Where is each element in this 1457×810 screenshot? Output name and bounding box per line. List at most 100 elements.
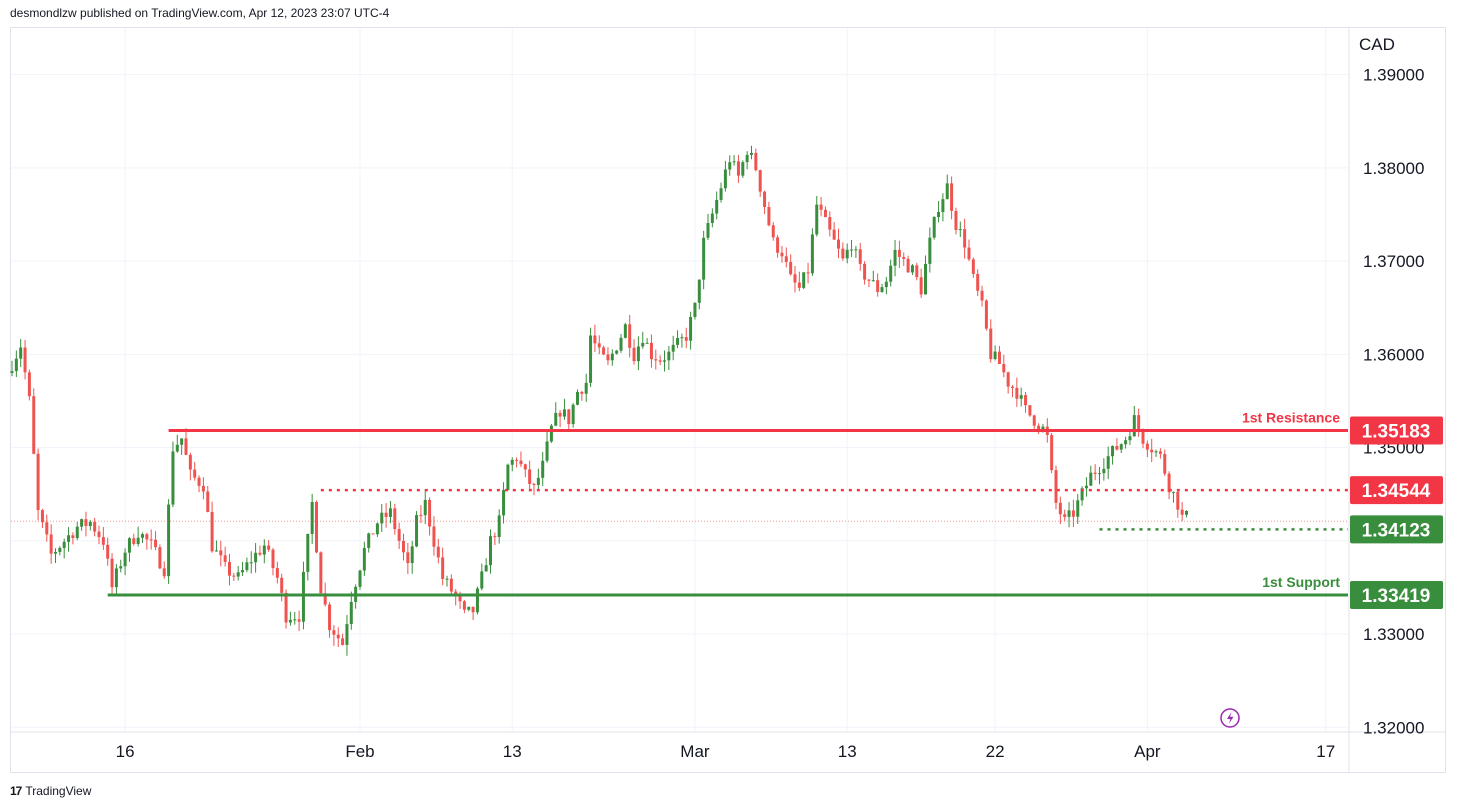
candle-body [823,209,827,218]
candle-body [328,604,332,631]
candle-body [515,459,519,461]
candle-body [924,263,927,295]
candle-body [262,545,266,555]
candle-body [219,550,223,556]
candle-body [1132,415,1136,437]
candle-body [154,539,158,548]
candle-body [214,550,218,552]
candle-body [271,549,275,569]
candle-body [367,533,371,548]
candle-body [528,469,532,484]
candle-body [993,351,997,360]
candle-body [1050,435,1054,471]
candle-body [997,351,1001,364]
candle-body [380,512,384,524]
candle-body [1071,510,1075,517]
candle-body [1058,502,1062,515]
price-axis[interactable]: CAD 1.390001.380001.370001.360001.350001… [1359,35,1424,737]
candle-body [989,328,993,360]
candle-body [384,512,388,517]
candle-body [1137,415,1141,430]
candle-body [580,391,584,394]
candle-body [245,562,249,571]
candle-body [475,588,479,613]
candle-body [371,533,375,535]
candle-body [532,483,536,485]
candle-body [841,248,845,259]
candle-body [197,477,201,486]
candle-body [254,552,258,563]
candle-body [284,592,288,623]
candle-body [410,546,414,564]
candle-body [1167,473,1171,493]
candle-body [750,152,753,155]
candle-body [419,515,423,517]
candle-body [523,464,527,470]
candle-body [388,508,392,517]
candle-body [267,545,271,550]
candle-body [667,351,671,361]
candle-body [780,252,784,257]
candle-body [628,324,632,348]
candle-body [71,535,75,539]
candle-body [819,204,823,210]
chart-frame [10,27,1446,773]
candle-body [32,396,36,454]
candle-body [201,485,205,492]
candle-body [62,541,66,548]
candle-body [67,535,71,542]
candle-body [14,358,18,372]
candle-body [945,183,949,200]
candle-body [101,537,105,545]
candle-body [906,258,910,273]
candle-body [880,287,884,292]
candle-body [910,265,914,273]
candle-body [1111,445,1115,457]
candle-body [1154,451,1158,453]
candle-body [1054,470,1058,503]
time-axis[interactable]: 16 Feb 13 Mar 13 22 Apr 17 [116,742,1336,761]
candle-body [806,272,810,274]
candle-body [167,504,171,577]
candle-body [345,624,349,645]
x-tick-label: 13 [838,742,857,761]
candle-body [871,280,875,282]
price-badge-label: 1.33419 [1362,586,1431,607]
x-tick-label: Mar [680,742,710,761]
publisher-line: desmondlzw published on TradingView.com,… [10,6,390,20]
candle-body [549,425,553,442]
candle-body [232,575,236,577]
candle-body [676,337,680,345]
candle-body [1019,395,1023,399]
candle-body [736,161,740,176]
candle-body [280,577,284,593]
candle-body [619,337,623,351]
candle-body [810,234,814,274]
y-tick-label: 1.37000 [1363,252,1424,271]
candle-body [301,571,305,622]
candle-body [519,460,523,465]
price-badge-label: 1.34123 [1362,520,1431,541]
candle-body [963,229,967,248]
candle-body [1093,472,1097,474]
candle-body [789,261,793,275]
candle-body [228,561,231,576]
candle-body [106,544,110,559]
candle-body [402,540,405,553]
candle-body [710,213,714,224]
candle-body [275,568,279,578]
candle-body [162,568,166,577]
candle-body [467,606,471,610]
candle-body [584,382,588,394]
candle-body [950,183,954,211]
candle-body [1037,425,1041,430]
candle-body [362,547,366,571]
price-badge [1350,476,1443,505]
candle-body [893,249,897,266]
candle-body [928,237,932,264]
candle-body [745,154,749,163]
candle-body [397,529,401,541]
lightning-icon[interactable] [1220,708,1240,728]
price-chart[interactable]: 1st Resistance 1st Support CAD 1.39000 1.3… [0,0,1457,780]
footer-brand: TradingView [25,784,92,798]
